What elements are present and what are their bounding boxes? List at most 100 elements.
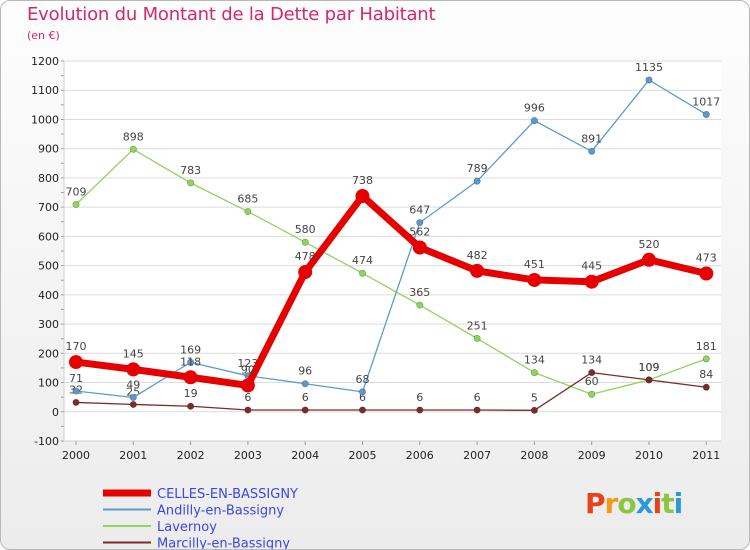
data-label: 891 — [581, 132, 602, 145]
data-label: 123 — [237, 357, 258, 370]
y-tick-label: 200 — [38, 347, 59, 360]
data-point — [69, 355, 83, 370]
data-label: 738 — [352, 174, 373, 187]
data-label: 109 — [639, 361, 660, 374]
x-tick-label: 2008 — [520, 449, 548, 462]
logo-letter: i — [673, 487, 684, 520]
data-label: 134 — [581, 354, 602, 367]
x-tick-label: 2000 — [62, 449, 90, 462]
y-tick-label: 500 — [38, 260, 59, 273]
legend-label: Andilly-en-Bassigny — [157, 504, 284, 519]
data-label: 996 — [524, 102, 545, 115]
y-tick-label: 300 — [38, 318, 59, 331]
data-label: 6 — [359, 391, 366, 404]
data-point — [584, 274, 599, 289]
legend-label: CELLES-EN-BASSIGNY — [157, 487, 298, 502]
data-label: 6 — [474, 391, 481, 404]
logo-letter: r — [604, 487, 619, 520]
logo-letter: P — [585, 487, 606, 520]
series-line — [75, 371, 707, 411]
x-tick-label: 2001 — [119, 449, 147, 462]
data-label: 1135 — [635, 61, 663, 74]
data-label: 60 — [585, 375, 599, 388]
data-label: 251 — [467, 319, 488, 332]
data-point — [358, 406, 366, 414]
x-tick-label: 2005 — [349, 449, 377, 462]
x-tick-label: 2011 — [692, 449, 720, 462]
data-point — [645, 376, 653, 384]
proxiti-logo: Proxiti — [585, 487, 684, 520]
y-tick-label: 1100 — [31, 84, 59, 97]
data-point — [355, 189, 370, 204]
data-point — [416, 301, 424, 309]
data-label: 478 — [295, 250, 316, 263]
data-point — [702, 355, 710, 363]
data-label: 181 — [696, 340, 717, 353]
x-tick-label: 2006 — [406, 449, 434, 462]
data-point — [129, 400, 137, 408]
y-tick-label: 0 — [52, 406, 59, 419]
data-point — [298, 265, 313, 280]
data-label: 71 — [69, 372, 83, 385]
data-point — [126, 362, 141, 377]
data-point — [72, 387, 80, 395]
data-label: 169 — [180, 343, 201, 356]
x-tick-label: 2009 — [578, 449, 606, 462]
data-label: 49 — [126, 378, 140, 391]
legend-label: Lavernoy — [157, 520, 217, 535]
y-tick-label: 700 — [38, 201, 59, 214]
data-point — [473, 177, 481, 185]
data-point — [473, 334, 481, 342]
series-line — [72, 192, 710, 389]
data-label: 19 — [184, 387, 198, 400]
data-point — [530, 406, 538, 414]
chart-title: Evolution du Montant de la Dette par Hab… — [27, 4, 436, 25]
data-label: 90 — [241, 363, 255, 376]
data-label: 789 — [467, 162, 488, 175]
data-label: 109 — [639, 361, 660, 374]
data-point — [187, 402, 195, 410]
y-tick-label: 900 — [38, 143, 59, 156]
data-label: 685 — [237, 193, 258, 206]
data-point — [240, 378, 255, 393]
logo-letter: o — [617, 487, 636, 520]
x-tick-label: 2004 — [291, 449, 319, 462]
y-tick-label: 400 — [38, 289, 59, 302]
data-point — [702, 383, 710, 391]
data-point — [129, 145, 137, 153]
data-label: 5 — [531, 391, 538, 404]
data-point — [702, 110, 710, 118]
data-label: 365 — [409, 286, 430, 299]
data-point — [72, 201, 80, 209]
data-label: 84 — [699, 368, 713, 381]
data-point — [416, 406, 424, 414]
data-point — [129, 393, 137, 401]
data-point — [183, 370, 198, 385]
data-point — [588, 369, 596, 377]
data-label: 562 — [409, 225, 430, 238]
x-tick-label: 2007 — [463, 449, 491, 462]
data-point — [358, 269, 366, 277]
series-line — [75, 79, 707, 399]
y-tick-label: 1000 — [31, 113, 59, 126]
data-point — [527, 272, 542, 287]
data-label: 783 — [180, 164, 201, 177]
data-label: 6 — [416, 391, 423, 404]
data-point — [473, 406, 481, 414]
data-point — [642, 252, 656, 267]
data-point — [358, 388, 366, 396]
data-point — [470, 263, 485, 278]
data-point — [416, 219, 424, 227]
data-label: 68 — [356, 373, 370, 386]
data-point — [244, 406, 252, 414]
data-point — [244, 208, 252, 216]
data-label: 580 — [295, 223, 316, 236]
data-label: 898 — [123, 130, 144, 143]
logo-letter: t — [661, 487, 674, 520]
data-point — [187, 179, 195, 187]
data-label: 709 — [66, 186, 87, 199]
data-point — [301, 238, 309, 246]
data-label: 474 — [352, 254, 373, 267]
logo-letter: i — [652, 487, 663, 520]
y-tick-label: 800 — [38, 172, 59, 185]
